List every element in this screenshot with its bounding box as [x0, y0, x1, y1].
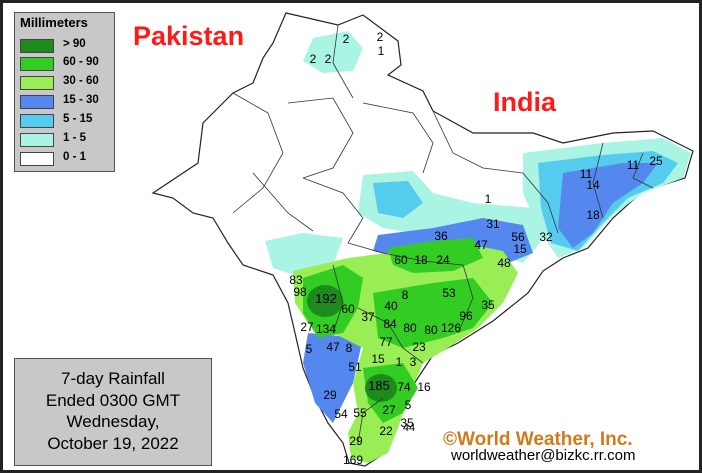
rain-zone-15-30-south: [303, 333, 363, 423]
legend-label: 30 - 60: [63, 75, 99, 87]
station-value: 27: [382, 403, 396, 417]
station-value: 1: [485, 192, 492, 206]
station-value: 60: [394, 253, 408, 267]
station-value: 2: [325, 52, 332, 66]
station-value: 2: [310, 52, 317, 66]
station-value: 54: [334, 407, 348, 421]
state-borders: [232, 24, 654, 444]
station-value: 15: [513, 242, 527, 256]
station-value: 35: [481, 298, 495, 312]
station-value: 56: [511, 230, 525, 244]
station-value: 5: [405, 398, 412, 412]
station-value: 11: [627, 158, 640, 172]
station-value: 24: [436, 253, 450, 267]
station-value: 44: [403, 422, 415, 434]
station-value: 1: [378, 44, 385, 58]
station-value: 84: [383, 317, 397, 331]
info-line-date: October 19, 2022: [47, 433, 179, 453]
station-value: 74: [397, 380, 411, 394]
station-value: 96: [459, 309, 473, 323]
rain-zone-60-90-central: [373, 278, 493, 348]
station-value: 3: [410, 355, 417, 369]
rain-zone-5-15-central: [373, 181, 423, 218]
station-value: 27: [300, 320, 314, 334]
rain-zone-over-90-west: [307, 285, 343, 317]
station-value: 23: [412, 340, 426, 354]
station-value: 55: [353, 406, 367, 420]
rain-zone-15-30-east: [558, 163, 658, 248]
legend-swatch: [20, 152, 54, 166]
station-value: 47: [326, 340, 340, 354]
legend-label: 0 - 1: [63, 151, 87, 163]
station-value: 80: [403, 321, 417, 335]
station-value: 126: [441, 321, 461, 335]
station-value: 51: [348, 360, 362, 374]
station-value: 169: [343, 453, 363, 467]
station-value: 11: [580, 167, 593, 181]
station-value: 14: [586, 178, 600, 192]
legend-label: > 90: [63, 38, 86, 50]
station-value: 192: [315, 291, 337, 306]
station-value: 18: [586, 208, 600, 222]
station-value: 40: [384, 299, 398, 313]
legend-label: 1 - 5: [63, 132, 87, 144]
station-value: 16: [417, 380, 431, 394]
station-value: 37: [361, 310, 375, 324]
station-value: 15: [371, 352, 385, 366]
station-value: 83: [289, 273, 303, 287]
station-value: 98: [293, 285, 307, 299]
station-value: 134: [316, 322, 336, 336]
info-line-ended: Ended 0300 GMT: [45, 390, 181, 410]
rain-zone-1-5-north: [303, 31, 363, 73]
info-box: 7-day Rainfall Ended 0300 GMT Wednesday,…: [14, 358, 212, 466]
station-value: 60: [341, 302, 355, 316]
station-value: 29: [323, 388, 337, 402]
legend-label: 5 - 15: [63, 113, 93, 125]
legend-label: 60 - 90: [63, 56, 99, 68]
rain-zone-over-90-south: [365, 374, 397, 402]
station-value: 2: [343, 32, 350, 46]
station-value: 31: [486, 217, 500, 231]
station-value: 8: [346, 341, 353, 355]
station-value: 77: [379, 335, 393, 349]
station-value: 53: [442, 286, 456, 300]
legend-label: 15 - 30: [63, 94, 99, 106]
station-value: 5: [306, 342, 313, 356]
station-value: 18: [414, 253, 428, 267]
station-value: 22: [379, 424, 393, 438]
station-value: 35: [400, 416, 414, 430]
legend-swatch: [20, 76, 54, 90]
pakistan-label: Pakistan: [133, 21, 245, 51]
station-value: 8: [402, 288, 409, 302]
legend-swatch: [20, 39, 54, 53]
station-value: 48: [497, 256, 511, 270]
legend-swatch: [20, 114, 54, 128]
station-value: 2: [377, 30, 384, 44]
station-value: 80: [424, 323, 438, 337]
india-label: India: [493, 87, 557, 117]
legend-swatch: [20, 133, 54, 147]
legend-title: Millimeters: [20, 15, 88, 30]
station-value: 47: [474, 238, 488, 252]
station-value: 185: [368, 378, 390, 393]
legend-swatch: [20, 57, 54, 71]
info-line-period: 7-day Rainfall: [61, 369, 165, 388]
station-value: 29: [349, 434, 363, 448]
station-value: 1: [396, 355, 403, 369]
credit: ©World Weather, Inc.: [443, 429, 633, 450]
legend-swatch: [20, 95, 54, 109]
station-value: 32: [539, 230, 553, 244]
station-value: 36: [434, 229, 448, 243]
email: worldweather@bizkc.rr.com: [451, 447, 636, 464]
legend: Millimeters > 90 60 - 90 30 - 60 15 - 30…: [14, 12, 115, 172]
station-value: 25: [649, 154, 663, 168]
info-line-weekday: Wednesday,: [66, 412, 160, 431]
